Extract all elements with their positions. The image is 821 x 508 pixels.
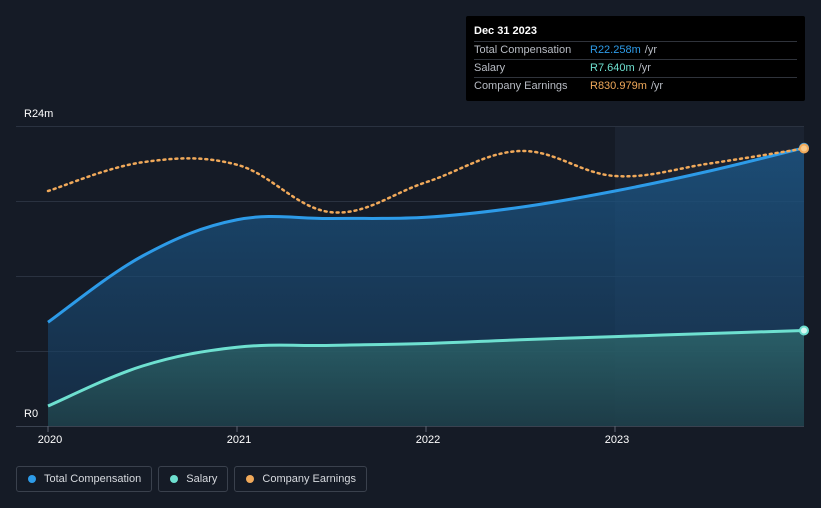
legend-item-salary[interactable]: Salary [158,466,229,492]
tooltip-label: Company Earnings [474,80,568,92]
tooltip-value: R830.979m [590,80,647,92]
tooltip-label: Salary [474,62,506,74]
y-axis-max-label: R24m [24,108,54,120]
tooltip-label: Total Compensation [474,44,572,56]
chart-legend: Total Compensation Salary Company Earnin… [16,466,367,492]
salary-point [799,325,809,336]
tooltip-date: Dec 31 2023 [474,22,797,42]
legend-label: Company Earnings [262,473,356,485]
legend-dot-icon [170,475,179,483]
salary-area [48,330,804,426]
salary-line [47,329,805,408]
company-earnings-point [799,143,809,154]
chart-tooltip: Dec 31 2023 Total Compensation R22.258m … [466,16,805,101]
tooltip-unit: /yr [650,80,664,92]
legend-dot-icon [246,475,255,483]
tooltip-row-company-earnings: Company Earnings R830.979m /yr [474,78,797,95]
tooltip-value: R22.258m [590,44,641,56]
tooltip-unit: /yr [638,62,651,74]
total-compensation-line [47,146,805,324]
tooltip-row-total-compensation: Total Compensation R22.258m /yr [474,42,797,60]
legend-item-company-earnings[interactable]: Company Earnings [234,466,367,492]
x-tick-label: 2022 [416,434,440,446]
company-earnings-line [46,147,806,214]
legend-dot-icon [28,475,36,483]
legend-label: Salary [186,473,218,485]
legend-label: Total Compensation [44,473,142,485]
x-tick-label: 2021 [227,434,251,446]
tooltip-value: R7.640m [590,62,635,74]
x-tick-label: 2020 [38,434,62,446]
legend-item-total-compensation[interactable]: Total Compensation [16,466,153,492]
x-tick-label: 2023 [605,434,629,446]
tooltip-unit: /yr [644,44,657,56]
tooltip-row-salary: Salary R7.640m /yr [474,60,797,78]
y-axis-min-label: R0 [24,408,39,420]
